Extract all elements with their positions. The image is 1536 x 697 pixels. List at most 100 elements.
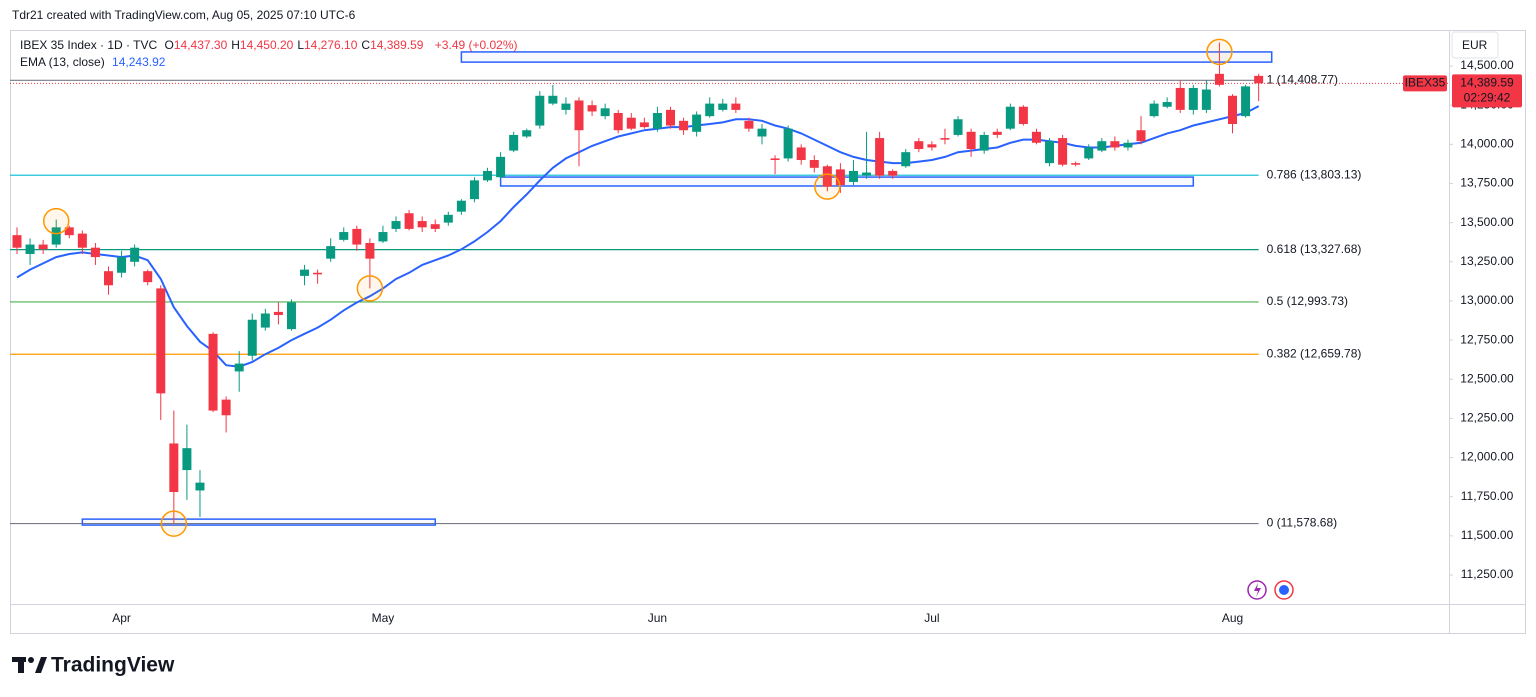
candle-body bbox=[652, 113, 662, 129]
candle-body bbox=[953, 119, 963, 135]
highlight-circle bbox=[356, 275, 384, 302]
y-tick-label: 14,000.00 bbox=[1460, 137, 1514, 151]
logo-part bbox=[35, 657, 47, 673]
x-tick-label: May bbox=[372, 611, 395, 625]
candle-body bbox=[1175, 87, 1185, 110]
candle-body bbox=[1188, 87, 1198, 110]
ohlc-key: H bbox=[231, 38, 240, 52]
candle-body bbox=[286, 302, 296, 330]
fib-label: 0.618 (13,327.68) bbox=[1267, 242, 1362, 256]
y-tick-label: 11,750.00 bbox=[1461, 489, 1514, 503]
candle-body bbox=[509, 134, 519, 151]
candle-body bbox=[1162, 102, 1172, 107]
highlight-circle bbox=[1206, 38, 1233, 66]
fib-label: 0 (11,578.68) bbox=[1267, 516, 1338, 530]
candle-body bbox=[1031, 131, 1041, 143]
candle-body bbox=[483, 170, 493, 181]
candle-body bbox=[496, 156, 506, 178]
y-tick-label: 11,250.00 bbox=[1461, 567, 1514, 581]
candle-body bbox=[260, 313, 270, 328]
candle-body bbox=[901, 152, 911, 167]
candle-body bbox=[1201, 89, 1211, 110]
candle-body bbox=[809, 159, 819, 168]
candle-body bbox=[1084, 147, 1094, 159]
candle-body bbox=[666, 109, 675, 126]
candle-body bbox=[574, 100, 584, 131]
candle-body bbox=[1123, 142, 1133, 148]
y-tick-label: 12,250.00 bbox=[1460, 411, 1514, 425]
fib-label: 0.5 (12,993.73) bbox=[1267, 294, 1348, 308]
event-dot bbox=[1279, 585, 1289, 595]
candle-body bbox=[456, 200, 466, 212]
candle-body bbox=[1005, 106, 1015, 129]
candle-body bbox=[273, 311, 283, 316]
x-tick-label: Apr bbox=[112, 611, 131, 625]
ohlc-key: C bbox=[361, 38, 371, 52]
plot: 1 (14,408.77) 0.786 (13,803.13) 0.618 (13,… bbox=[10, 38, 1449, 537]
candle-body bbox=[51, 227, 61, 245]
brand-logo bbox=[12, 657, 47, 673]
price-tag: 14,389.59 bbox=[1460, 75, 1514, 89]
change: +3.49 (+0.02%) bbox=[434, 38, 518, 52]
candle-body bbox=[888, 170, 898, 176]
fib-label: 0.786 (13,803.13) bbox=[1267, 167, 1362, 181]
candle-body bbox=[862, 172, 872, 176]
candle-body bbox=[1058, 138, 1068, 165]
candle-body bbox=[38, 244, 48, 250]
candle-body bbox=[221, 399, 231, 416]
symbol-tag: IBEX35 bbox=[1405, 75, 1446, 89]
candle-body bbox=[1254, 75, 1264, 84]
candle-body bbox=[1018, 106, 1028, 124]
candle-body bbox=[979, 134, 989, 151]
candle-body bbox=[182, 448, 192, 471]
candle-body bbox=[927, 144, 937, 148]
candle-body bbox=[914, 141, 924, 150]
candle-body bbox=[195, 482, 205, 491]
ohlc-values: O14,437.30 H14,450.20 L14,276.10 C14,389.59 bbox=[165, 38, 428, 52]
candle-body bbox=[1071, 163, 1081, 165]
candle-body bbox=[234, 363, 244, 372]
candle-body bbox=[208, 333, 218, 411]
symbol-tag-bg bbox=[1403, 75, 1447, 92]
ohlc-value: 14,450.20 bbox=[239, 38, 294, 52]
indicator-name: EMA (13, close) bbox=[20, 55, 105, 69]
candle-body bbox=[25, 244, 35, 254]
candle-body bbox=[718, 103, 728, 110]
candle-body bbox=[443, 214, 453, 223]
candle-body bbox=[770, 158, 780, 160]
candle-body bbox=[77, 233, 87, 248]
brand: TradingView bbox=[51, 654, 175, 677]
candle-body bbox=[469, 180, 479, 200]
y-tick-label: 13,250.00 bbox=[1460, 254, 1514, 268]
candle-body bbox=[639, 122, 649, 128]
ema-line bbox=[16, 105, 1260, 368]
candle-body bbox=[522, 130, 532, 137]
y-tick-label: 13,000.00 bbox=[1460, 293, 1514, 307]
ohlc-key: L bbox=[297, 38, 304, 52]
x-tick-label: Aug bbox=[1222, 611, 1243, 625]
currency-box[interactable] bbox=[1451, 31, 1499, 59]
candle-body bbox=[417, 221, 427, 228]
x-tick-label: Jun bbox=[648, 611, 667, 625]
logo-part bbox=[28, 657, 34, 663]
price-tag-bg bbox=[1452, 74, 1522, 108]
chart-frame bbox=[10, 30, 1526, 634]
countdown: 02:29:42 bbox=[1464, 90, 1511, 104]
candle-body bbox=[247, 319, 257, 356]
candle-body bbox=[705, 103, 715, 117]
candle-body bbox=[992, 131, 1002, 135]
candle-body bbox=[1097, 141, 1107, 151]
candle-body bbox=[103, 271, 113, 286]
fib-label: 0.382 (12,659.78) bbox=[1267, 346, 1362, 360]
candle-body bbox=[1149, 103, 1159, 117]
candle-body bbox=[1110, 141, 1120, 148]
candle-body bbox=[535, 95, 545, 126]
candle-body bbox=[391, 221, 401, 229]
candle-body bbox=[352, 228, 362, 245]
candle-body bbox=[875, 138, 885, 176]
candle-body bbox=[796, 147, 806, 160]
fib-label: 1 (14,408.77) bbox=[1267, 72, 1338, 86]
zone bbox=[499, 176, 1195, 187]
